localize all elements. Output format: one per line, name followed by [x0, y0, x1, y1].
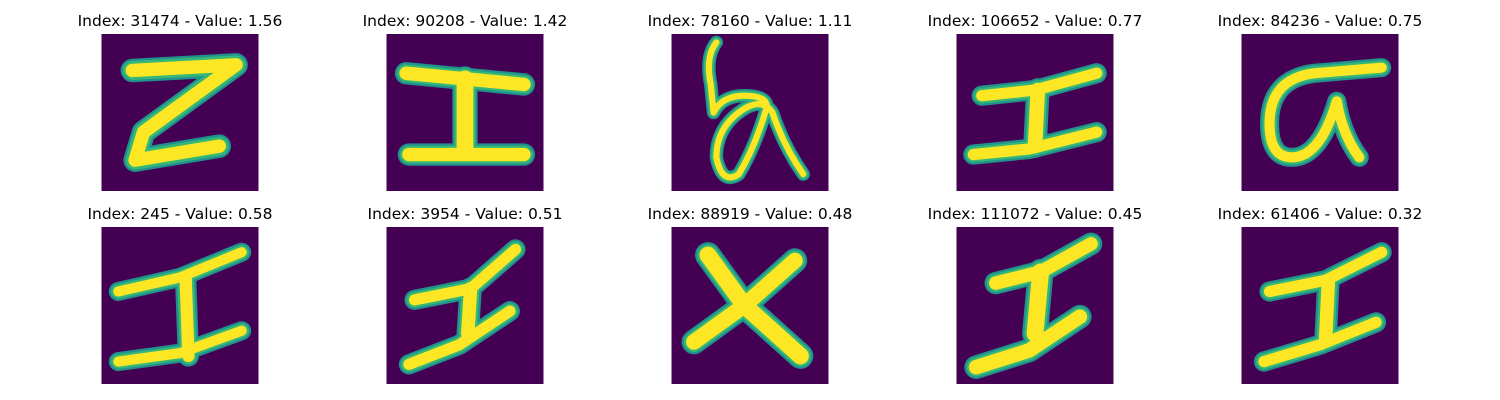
panel-title: Index: 90208 - Value: 1.42	[362, 12, 568, 30]
panel-4: Index: 106652 - Value: 0.77	[915, 12, 1155, 202]
panel-title: Index: 3954 - Value: 0.51	[367, 205, 563, 223]
panel-title: Index: 106652 - Value: 0.77	[927, 12, 1143, 30]
glyph-image	[101, 227, 259, 384]
glyph-image	[1241, 227, 1399, 384]
glyph-image	[386, 227, 544, 384]
glyph-image	[956, 34, 1114, 191]
panel-2: Index: 90208 - Value: 1.42	[345, 12, 585, 202]
panel-6: Index: 245 - Value: 0.58	[60, 205, 300, 395]
glyph-image	[386, 34, 544, 191]
panel-title: Index: 245 - Value: 0.58	[87, 205, 273, 223]
panel-title: Index: 78160 - Value: 1.11	[647, 12, 853, 30]
glyph-image	[1241, 34, 1399, 191]
glyph-image	[956, 227, 1114, 384]
panel-5: Index: 84236 - Value: 0.75	[1200, 12, 1440, 202]
glyph-image	[671, 34, 829, 191]
panel-8: Index: 88919 - Value: 0.48	[630, 205, 870, 395]
panel-title: Index: 111072 - Value: 0.45	[927, 205, 1143, 223]
panel-7: Index: 3954 - Value: 0.51	[345, 205, 585, 395]
panel-3: Index: 78160 - Value: 1.11	[630, 12, 870, 202]
panel-title: Index: 88919 - Value: 0.48	[647, 205, 853, 223]
panel-title: Index: 61406 - Value: 0.32	[1217, 205, 1423, 223]
panel-1: Index: 31474 - Value: 1.56	[60, 12, 300, 202]
panel-title: Index: 31474 - Value: 1.56	[77, 12, 283, 30]
glyph-image	[101, 34, 259, 191]
panel-9: Index: 111072 - Value: 0.45	[915, 205, 1155, 395]
panel-title: Index: 84236 - Value: 0.75	[1217, 12, 1423, 30]
panel-10: Index: 61406 - Value: 0.32	[1200, 205, 1440, 395]
glyph-image	[671, 227, 829, 384]
